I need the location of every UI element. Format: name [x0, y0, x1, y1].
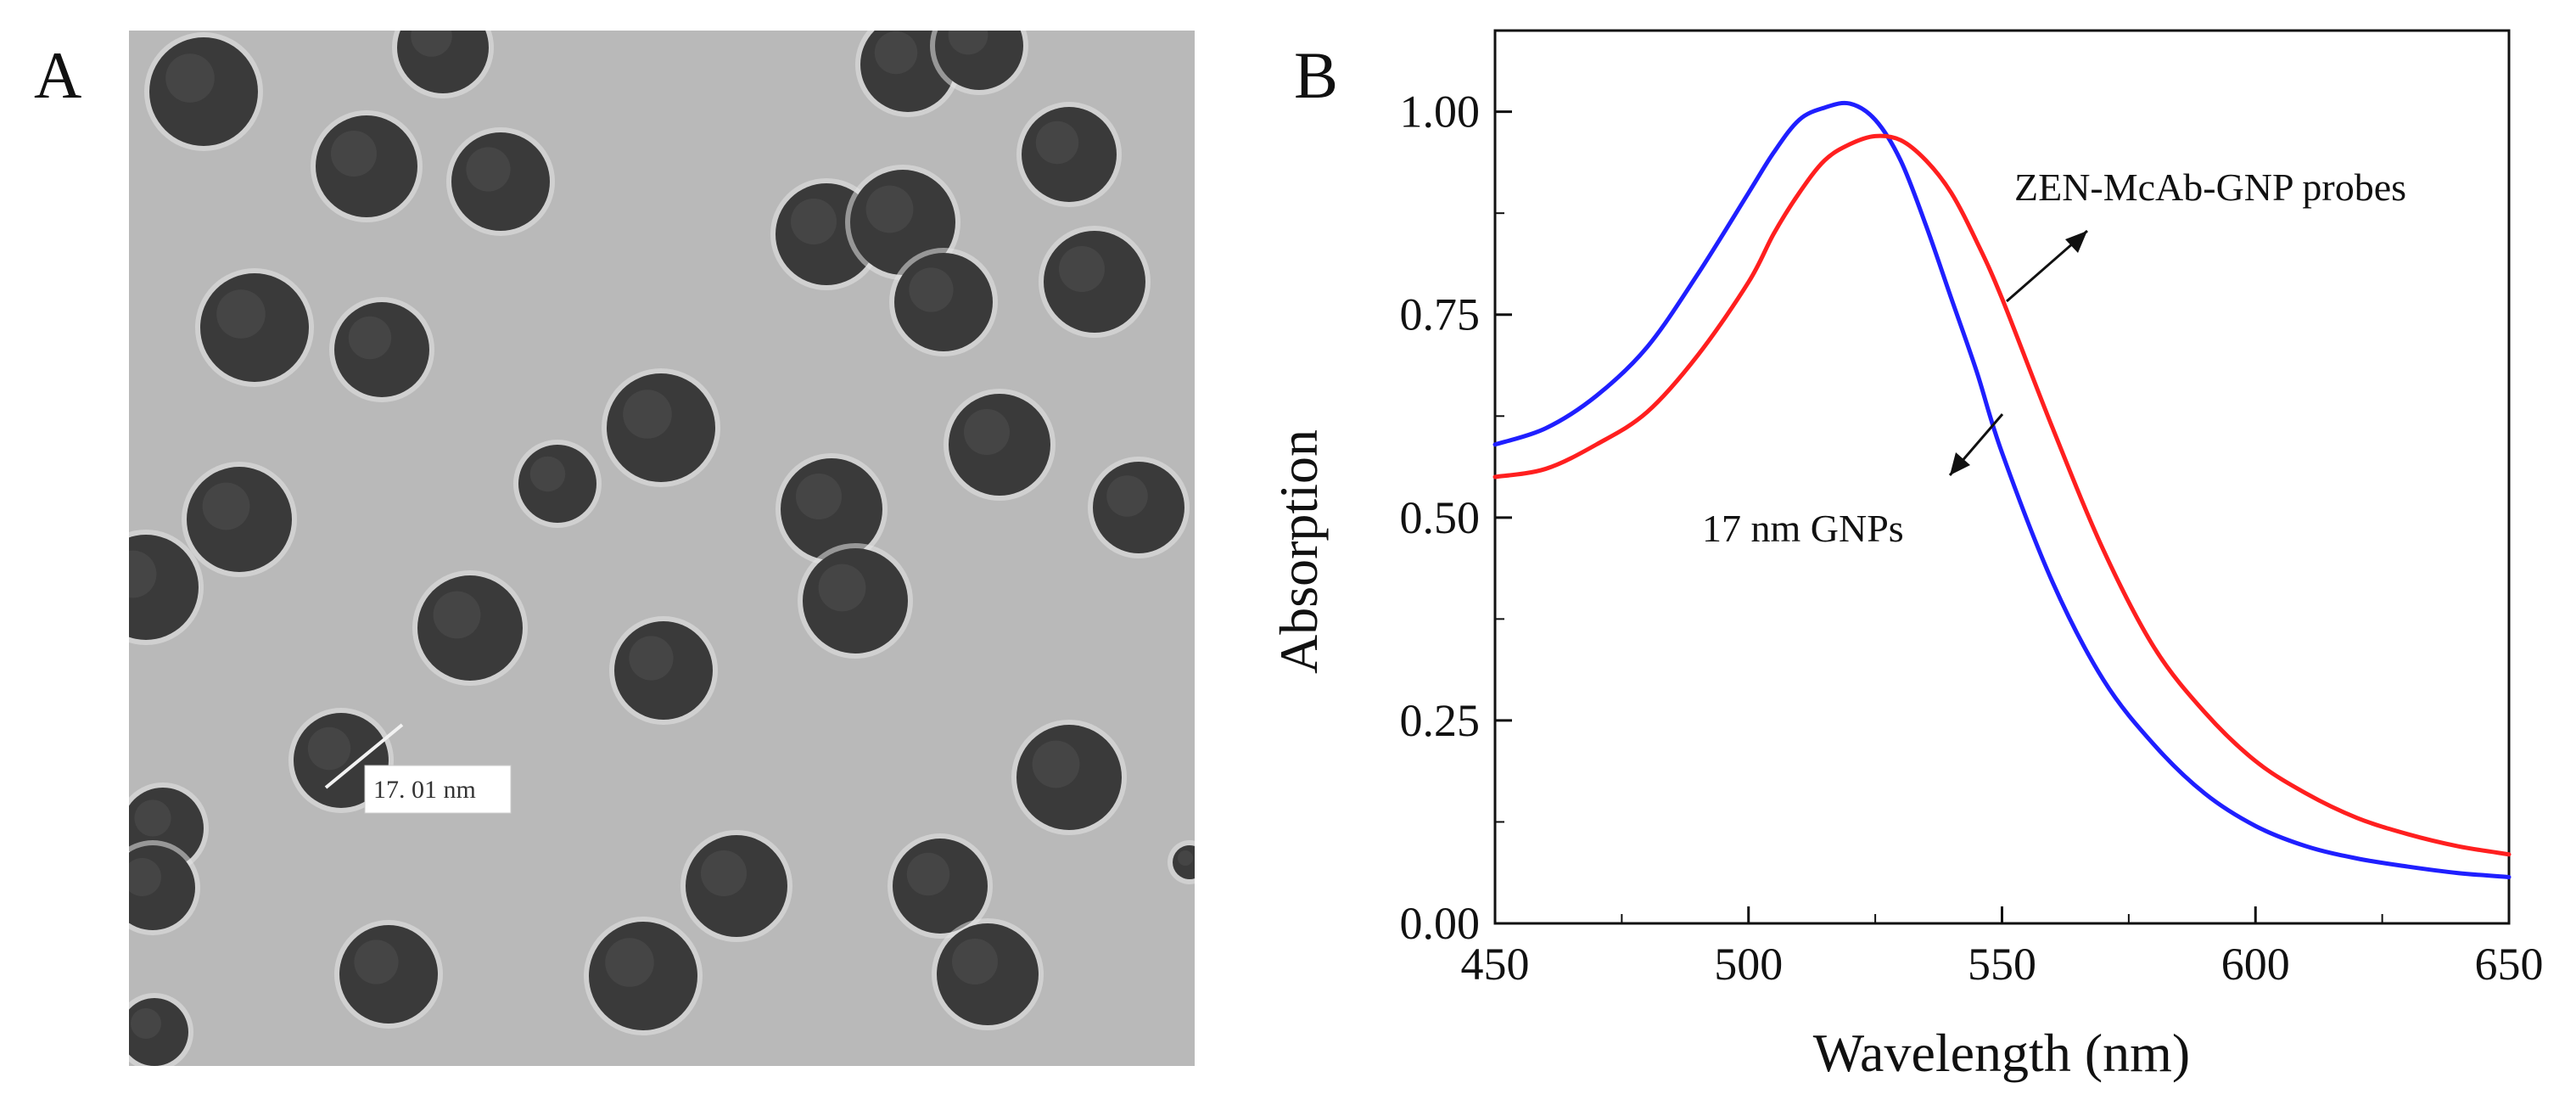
x-axis-title: Wavelength (nm) — [1813, 1023, 2190, 1083]
particle-shading — [466, 147, 511, 192]
particle-shading — [433, 591, 481, 639]
nanoparticle — [935, 31, 1023, 90]
particle-shading — [605, 938, 654, 987]
nanoparticle — [781, 458, 882, 560]
particle-shading — [165, 53, 215, 103]
particle-shading — [865, 185, 914, 233]
particle-shading — [818, 564, 866, 612]
nanoparticle — [397, 31, 489, 93]
nanoparticle — [129, 535, 199, 640]
nanoparticle — [1173, 845, 1195, 879]
particle-shading — [1106, 475, 1148, 517]
y-tick-label: 0.75 — [1400, 289, 1481, 340]
nanoparticle — [187, 467, 292, 572]
particle-shading — [216, 289, 266, 339]
particle-shading — [796, 474, 842, 519]
y-tick-label: 0.25 — [1400, 695, 1481, 746]
x-tick-label: 450 — [1461, 939, 1530, 990]
y-axis-title: Absorption — [1268, 429, 1329, 674]
nanoparticle — [893, 839, 988, 934]
particle-shading — [411, 31, 452, 57]
series-line-blue — [1492, 100, 2512, 879]
scale-annotation: 17. 01 nm — [373, 776, 476, 804]
nanoparticle — [334, 302, 429, 397]
nanoparticle — [937, 923, 1039, 1025]
probe-annotation-arrowhead — [2065, 231, 2087, 253]
nanoparticle — [149, 37, 258, 146]
particle-shading — [791, 199, 837, 244]
axis-ticks: 450 500 550 600 650 0.00 0.25 0.50 0.75 1.00 — [1400, 87, 2544, 990]
particle-shading — [129, 858, 161, 896]
particle-shading — [629, 636, 674, 681]
nanoparticle — [1044, 231, 1145, 333]
particle-shading — [948, 31, 988, 55]
tem-micrograph: 17. 01 nm — [129, 31, 1195, 1066]
nanoparticle — [614, 621, 713, 720]
nanoparticle — [316, 115, 417, 217]
scale-line — [324, 723, 404, 789]
particle-shading — [529, 456, 566, 492]
nanoparticle — [607, 373, 715, 482]
particle-shading — [134, 799, 171, 837]
y-tick-label: 1.00 — [1400, 87, 1481, 137]
particle-shading — [964, 409, 1010, 455]
particle-shading — [202, 482, 250, 530]
particle-shading — [1035, 121, 1079, 165]
annotation-gnps: 17 nm GNPs — [1702, 507, 1904, 550]
gnp-annotation-arrowhead — [1950, 452, 1970, 475]
nanoparticle — [589, 922, 697, 1030]
x-tick-label: 600 — [2221, 939, 2290, 990]
x-tick-label: 500 — [1714, 939, 1783, 990]
particle-shading — [906, 852, 950, 896]
particle-shading — [1178, 850, 1193, 866]
particle-shading — [952, 939, 998, 984]
nanoparticle — [417, 575, 523, 681]
nanoparticle — [451, 132, 550, 231]
particle-shading — [1059, 246, 1105, 292]
nanoparticle — [200, 273, 309, 382]
nanoparticle — [949, 394, 1050, 496]
particle-shading — [354, 940, 399, 984]
nanoparticle — [1022, 107, 1117, 202]
plot-frame — [1493, 29, 2511, 925]
particle-shading — [874, 31, 918, 75]
series-line-red — [1492, 133, 2512, 857]
nanoparticle — [129, 845, 195, 930]
x-tick-label: 550 — [1968, 939, 2036, 990]
micrograph-background — [129, 31, 1195, 1066]
nanoparticle — [129, 998, 188, 1066]
nanoparticle — [894, 253, 993, 351]
y-tick-label: 0.00 — [1400, 898, 1481, 949]
nanoparticle — [518, 445, 596, 523]
particle-shading — [129, 550, 157, 598]
nanoparticle-layer — [129, 31, 1195, 1066]
particle-shading — [331, 131, 377, 177]
particle-shading — [623, 390, 672, 439]
particle-shading — [131, 1008, 161, 1039]
x-tick-label: 650 — [2475, 939, 2544, 990]
scale-annotation-box — [364, 765, 512, 814]
nanoparticle — [850, 170, 955, 275]
particle-shading — [348, 316, 392, 360]
y-tick-label: 0.50 — [1400, 492, 1481, 543]
nanoparticle — [1093, 462, 1184, 553]
nanoparticle — [1016, 725, 1122, 830]
nanoparticle — [803, 548, 908, 653]
nanoparticle — [686, 835, 787, 937]
plot-border — [1493, 29, 2511, 925]
annotation-probes: ZEN-McAb-GNP probes — [2014, 165, 2406, 209]
panel-b-label: B — [1294, 38, 1339, 112]
panel-a-label: A — [34, 38, 82, 112]
series-layer — [1492, 100, 2512, 879]
nanoparticle — [339, 925, 438, 1024]
particle-shading — [701, 850, 747, 896]
particle-shading — [307, 726, 351, 771]
particle-shading — [1032, 740, 1080, 788]
particle-shading — [909, 267, 954, 312]
